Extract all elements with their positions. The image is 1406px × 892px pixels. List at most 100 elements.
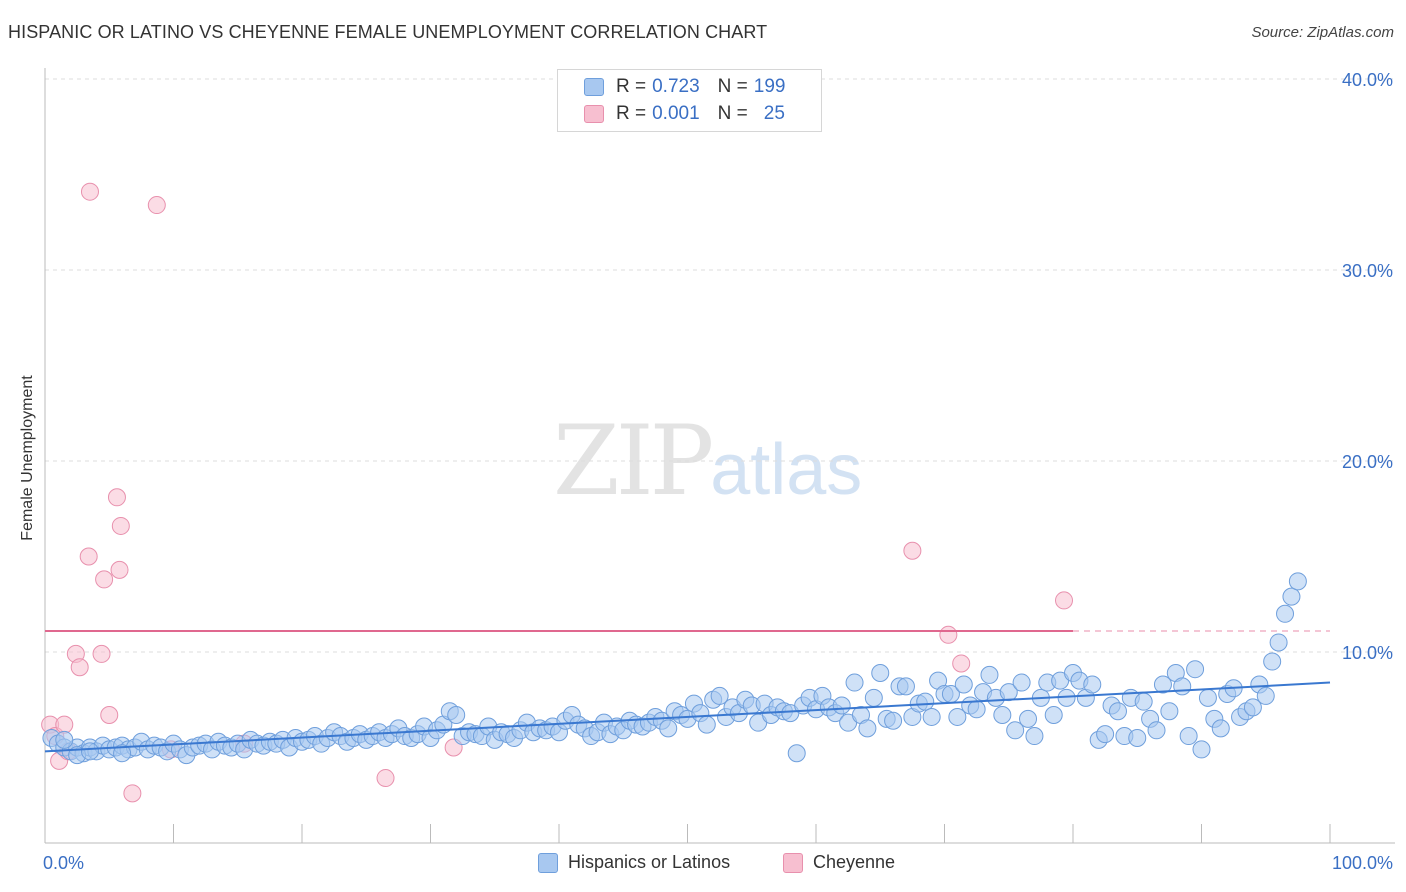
data-point	[1083, 675, 1102, 694]
data-point	[922, 707, 941, 726]
y-tick-label: 30.0%	[1342, 261, 1393, 281]
data-point	[100, 706, 119, 725]
y-tick-label: 20.0%	[1342, 452, 1393, 472]
data-point	[659, 719, 678, 738]
legend-row-cheyenne: R = 0.001 N = 25	[584, 103, 785, 125]
legend-n-value: 25	[763, 103, 785, 124]
data-point	[95, 570, 114, 589]
legend-swatch-blue	[584, 78, 604, 96]
bottom-legend-swatch-blue	[538, 852, 558, 873]
data-point	[1153, 675, 1172, 694]
data-point	[1288, 572, 1307, 591]
data-point	[1012, 673, 1031, 692]
data-point	[1269, 633, 1288, 652]
data-point	[787, 744, 806, 763]
data-point	[1128, 728, 1147, 747]
data-point	[55, 730, 74, 749]
bottom-legend-label: Cheyenne	[813, 852, 896, 872]
legend-row-hispanic: R = 0.723 N = 199	[584, 76, 785, 98]
data-point	[710, 686, 729, 705]
gridlines	[45, 78, 1395, 653]
data-point	[939, 625, 958, 644]
legend-swatch-pink	[584, 105, 604, 123]
data-point	[896, 677, 915, 696]
tick-labels: 10.0% 20.0% 30.0% 40.0% 0.0% 100.0%	[43, 70, 1393, 873]
y-tick-label: 40.0%	[1342, 70, 1393, 90]
data-point	[111, 516, 130, 535]
data-point	[123, 784, 142, 803]
data-point	[903, 541, 922, 560]
data-point	[832, 696, 851, 715]
hispanic-trend-line	[44, 681, 1331, 753]
data-point	[1243, 698, 1262, 717]
data-point	[916, 692, 935, 711]
legend-n-value: 199	[753, 76, 786, 97]
legend-r-label: R =	[616, 76, 647, 97]
data-point	[1096, 725, 1115, 744]
data-point	[845, 673, 864, 692]
data-point	[92, 644, 111, 663]
data-point	[952, 654, 971, 673]
bottom-legend-label: Hispanics or Latinos	[568, 852, 731, 872]
data-point	[864, 688, 883, 707]
zipatlas-watermark: ZIPatlas	[553, 405, 862, 517]
data-point	[110, 560, 129, 579]
watermark-atlas: atlas	[710, 430, 863, 510]
data-point	[993, 706, 1012, 725]
legend-r-label: R =	[616, 103, 647, 124]
data-point	[871, 664, 890, 683]
data-point	[1186, 660, 1205, 679]
data-point	[884, 711, 903, 730]
axes	[44, 68, 1395, 844]
chart-source: Source: ZipAtlas.com	[1251, 24, 1394, 41]
trend-lines	[44, 629, 1331, 753]
data-point	[1025, 727, 1044, 746]
data-point	[967, 700, 986, 719]
data-point	[1198, 688, 1217, 707]
data-point	[1211, 719, 1230, 738]
data-point	[1147, 721, 1166, 740]
data-point	[1263, 652, 1282, 671]
chart-title: HISPANIC OR LATINO VS CHEYENNE FEMALE UN…	[8, 22, 768, 42]
legend-r-value: 0.723	[652, 76, 700, 97]
data-point	[1134, 692, 1153, 711]
data-point	[1019, 709, 1038, 728]
data-point	[1160, 702, 1179, 721]
data-point	[948, 707, 967, 726]
correlation-legend: R = 0.723 N = 199 R = 0.001 N = 25	[557, 69, 822, 132]
hispanic-points	[42, 572, 1307, 765]
legend-r-value: 0.001	[652, 103, 700, 124]
data-point	[447, 706, 466, 725]
data-point	[113, 744, 132, 763]
y-tick-label: 10.0%	[1342, 643, 1393, 663]
data-point	[858, 719, 877, 738]
data-point	[1055, 591, 1074, 610]
data-point	[107, 488, 126, 507]
bottom-legend-hispanic: Hispanics or Latinos	[538, 852, 730, 873]
data-point	[376, 769, 395, 788]
data-point	[1108, 702, 1127, 721]
data-point	[147, 196, 166, 215]
x-tick-label-min: 0.0%	[43, 853, 84, 873]
data-point	[79, 547, 98, 566]
bottom-legend-swatch-pink	[783, 852, 803, 873]
data-point	[1276, 604, 1295, 623]
data-point	[1256, 686, 1275, 705]
data-point	[1044, 706, 1063, 725]
y-axis-label: Female Unemployment	[19, 375, 36, 541]
data-point	[70, 658, 89, 677]
data-point	[1173, 677, 1192, 696]
legend-n-label: N =	[717, 103, 748, 124]
data-point	[80, 742, 99, 761]
data-point	[1192, 740, 1211, 759]
data-point	[980, 665, 999, 684]
legend-n-label: N =	[717, 76, 748, 97]
data-point	[1006, 721, 1025, 740]
data-point	[954, 675, 973, 694]
bottom-legend-cheyenne: Cheyenne	[783, 852, 895, 873]
data-point	[55, 715, 74, 734]
data-point	[80, 182, 99, 201]
data-point	[1282, 587, 1301, 606]
x-tick-label-max: 100.0%	[1332, 853, 1393, 873]
